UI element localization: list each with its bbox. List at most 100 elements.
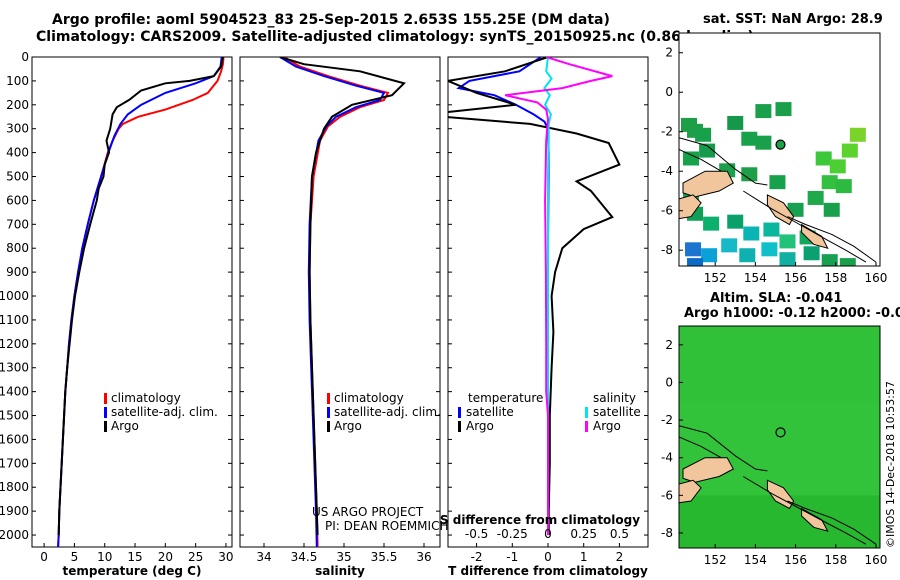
- legend-label: climatology: [111, 391, 181, 405]
- sst-cell: [829, 159, 846, 174]
- legend-swatch: [327, 407, 330, 418]
- coastline: [679, 425, 768, 472]
- x-tick-label: 34.5: [291, 550, 318, 564]
- x-tick-label: 35: [336, 550, 351, 564]
- panel-differences: -2 -1 0 1 2T difference from climatology: [447, 56, 649, 578]
- legend-label: salinity: [593, 391, 636, 405]
- map-y-tick-label: -8: [661, 243, 673, 257]
- legend-swatch: [327, 393, 330, 404]
- figure-title-line2: Climatology: CARS2009. Satellite-adjuste…: [36, 29, 754, 45]
- y-tick-label: 1900: [0, 504, 29, 518]
- sla-map-title-line1: Altim. SLA: -0.041: [710, 291, 843, 306]
- sst-cell: [761, 242, 778, 257]
- y-tick-label: 0: [21, 50, 29, 64]
- coastline: [679, 137, 768, 186]
- x-tick-label: 25: [188, 550, 203, 564]
- x-tick-label: 35.5: [371, 550, 398, 564]
- map-y-tick-label: -2: [661, 125, 673, 139]
- sst-cell: [701, 248, 718, 263]
- x-tick-label: 30: [218, 550, 233, 564]
- x-tick-label: -1: [506, 550, 518, 564]
- x-axis-label: salinity: [315, 564, 365, 578]
- map-x-tick-label: 152: [704, 271, 727, 285]
- sst-cell: [821, 254, 838, 266]
- y-tick-label: 700: [6, 217, 29, 231]
- map-x-tick-label: 156: [784, 553, 807, 567]
- sst-cell: [779, 252, 796, 266]
- y-tick-label: 1000: [0, 289, 29, 303]
- x2-tick-label: 0.5: [610, 527, 629, 541]
- sst-cell: [743, 226, 760, 241]
- x-tick-label: 20: [158, 550, 173, 564]
- legend-swatch: [458, 407, 461, 418]
- sst-cell: [841, 143, 858, 158]
- x2-tick-label: 0.25: [570, 527, 597, 541]
- sst-cell: [695, 127, 712, 142]
- map-y-tick-label: 2: [665, 338, 673, 352]
- legend-label: satellite: [593, 405, 641, 419]
- y-tick-label: 500: [6, 170, 29, 184]
- series-line-argo: [279, 57, 406, 536]
- sst-cell: [839, 258, 856, 266]
- sst-cell: [755, 135, 772, 150]
- map-y-tick-label: -6: [661, 204, 673, 218]
- x2-tick-label: -0.25: [497, 527, 528, 541]
- sst-cell: [835, 179, 852, 194]
- legend-label: satellite-adj. clim.: [111, 405, 218, 419]
- map-y-tick-label: 0: [665, 85, 673, 99]
- legend-swatch: [585, 421, 588, 432]
- x-tick-label: 0: [544, 550, 552, 564]
- sst-map-title: sat. SST: NaN Argo: 28.9: [703, 12, 883, 27]
- series-line-argo: [57, 57, 224, 536]
- sst-cell: [699, 143, 716, 158]
- sst-cell: [727, 214, 744, 229]
- map-y-tick-label: -2: [661, 413, 673, 427]
- land-mass: [679, 479, 702, 504]
- project-label-line2: PI: DEAN ROEMMICH: [325, 519, 448, 533]
- x-tick-label: 34: [256, 550, 271, 564]
- legend-swatch: [104, 407, 107, 418]
- legend-label: Argo: [334, 419, 362, 433]
- y-tick-label: 400: [6, 146, 29, 160]
- map-y-tick-label: -8: [661, 526, 673, 540]
- map-y-tick-label: -6: [661, 488, 673, 502]
- sla-band: [679, 495, 880, 548]
- sst-cell: [807, 190, 824, 205]
- map-x-tick-label: 154: [744, 271, 767, 285]
- y-tick-label: 900: [6, 265, 29, 279]
- legend-swatch: [327, 421, 330, 432]
- sst-cell: [703, 216, 720, 231]
- map-y-tick-label: 0: [665, 375, 673, 389]
- y-tick-label: 1700: [0, 456, 29, 470]
- figure-title-line1: Argo profile: aoml 5904523_83 25-Sep-201…: [52, 12, 610, 28]
- sst-cell: [739, 248, 756, 263]
- legend-label: Argo: [466, 419, 494, 433]
- panel-salinity: 34 34.5 35 35.5 36 salinity: [239, 56, 441, 578]
- panel-temperature: 0100200300400500600700800900100011001200…: [0, 50, 234, 578]
- legend-label: climatology: [334, 391, 404, 405]
- legend-label: satellite-adj. clim.: [334, 405, 441, 419]
- sst-cell: [821, 175, 838, 190]
- y-tick-label: 1400: [0, 385, 29, 399]
- legend-swatch: [104, 393, 107, 404]
- y-tick-label: 300: [6, 122, 29, 136]
- y-tick-label: 1300: [0, 361, 29, 375]
- y-tick-label: 1500: [0, 409, 29, 423]
- map-frame: [678, 325, 881, 549]
- y-tick-label: 1800: [0, 480, 29, 494]
- map-frame: [678, 32, 881, 267]
- y-tick-label: 200: [6, 98, 29, 112]
- x-tick-label: 1: [580, 550, 588, 564]
- sst-cell: [687, 258, 704, 266]
- legend-swatch: [104, 421, 107, 432]
- series-line-temperature-argo: [448, 57, 621, 535]
- land-mass: [801, 507, 829, 532]
- sla-map-title-line2: Argo h1000: -0.12 h2000: -0.099: [684, 306, 900, 321]
- x-tick-label: 10: [97, 550, 112, 564]
- coastline: [787, 500, 877, 545]
- sst-cell: [741, 167, 758, 182]
- map-y-tick-label: -4: [661, 451, 673, 465]
- y-tick-label: 800: [6, 241, 29, 255]
- x-tick-label: 5: [71, 550, 79, 564]
